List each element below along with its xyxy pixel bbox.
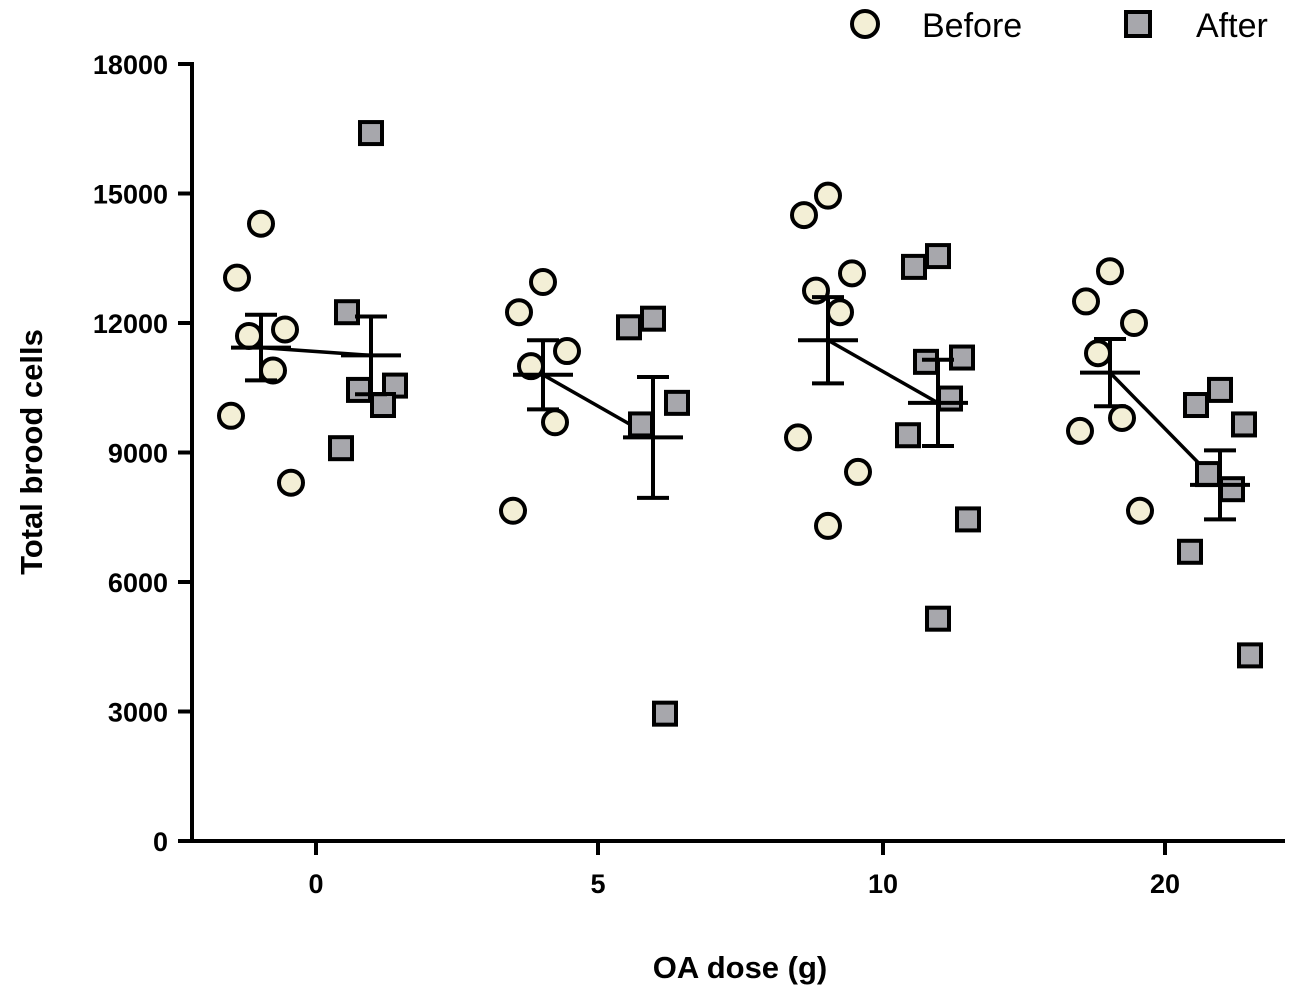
x-tick-label: 0: [308, 869, 323, 899]
legend-before-marker: [850, 9, 880, 39]
x-tick-label: 20: [1150, 869, 1180, 899]
after-data-point: [616, 314, 642, 341]
before-data-point: [529, 267, 557, 296]
after-data-point: [664, 389, 690, 416]
after-data-point: [1195, 461, 1221, 488]
before-data-point: [814, 511, 842, 540]
before-data-point: [553, 337, 581, 366]
before-data-point: [1120, 309, 1148, 337]
before-data-point: [505, 298, 533, 327]
after-data-point: [334, 299, 360, 326]
after-data-point: [955, 506, 981, 533]
before-data-point: [814, 181, 842, 210]
y-tick-label: 18000: [93, 50, 168, 80]
after-data-point: [346, 376, 372, 403]
after-data-point: [895, 422, 921, 449]
before-data-point: [499, 496, 527, 525]
x-tick-label: 10: [868, 869, 898, 899]
after-data-point: [628, 411, 654, 438]
after-data-point: [1207, 376, 1233, 403]
before-data-point: [1126, 496, 1154, 525]
after-data-point: [1183, 392, 1209, 419]
legend-after-marker: [1124, 10, 1152, 38]
before-data-point: [1096, 257, 1124, 286]
after-data-point: [925, 243, 951, 270]
legend-after-label: After: [1196, 7, 1268, 45]
legend: Before After: [850, 7, 1268, 45]
before-data-point: [235, 321, 263, 350]
before-data-point: [838, 259, 866, 288]
after-data-point: [937, 385, 963, 412]
before-data-point: [247, 209, 275, 238]
y-tick-label: 0: [153, 827, 168, 857]
before-data-point: [784, 423, 812, 452]
before-data-point: [1072, 287, 1100, 316]
mean-connector-line: [827, 338, 939, 405]
after-data-point: [1177, 538, 1203, 565]
after-data-point: [640, 305, 666, 332]
before-data-point: [277, 468, 305, 497]
after-data-point: [358, 120, 384, 147]
before-data-point: [541, 408, 569, 437]
data-marks: [217, 120, 1263, 727]
before-data-point: [217, 401, 245, 430]
before-data-point: [223, 263, 251, 292]
y-tick-label: 6000: [108, 568, 168, 598]
before-data-point: [790, 201, 818, 230]
legend-before-label: Before: [922, 7, 1022, 45]
after-data-point: [925, 605, 951, 632]
axes: 0 3000 6000 9000 12000 15000 18000 0 5 10 20: [93, 50, 1285, 899]
before-data-point: [271, 315, 299, 344]
after-data-point: [328, 435, 354, 462]
before-data-point: [1084, 339, 1112, 368]
after-data-point: [1231, 411, 1257, 438]
y-tick-label: 3000: [108, 698, 168, 728]
after-data-point: [1219, 476, 1245, 503]
after-data-point: [652, 700, 678, 727]
y-tick-label: 12000: [93, 309, 168, 339]
after-data-point: [370, 392, 396, 419]
after-data-point: [913, 348, 939, 375]
after-data-point: [1237, 642, 1263, 669]
y-tick-label: 9000: [108, 439, 168, 469]
y-axis-title: Total brood cells: [14, 329, 49, 575]
before-data-point: [1066, 416, 1094, 445]
before-data-point: [1108, 403, 1136, 432]
y-tick-label: 15000: [93, 180, 168, 210]
x-axis-title: OA dose (g): [653, 950, 828, 985]
x-tick-label: 5: [590, 869, 605, 899]
after-data-point: [901, 253, 927, 280]
after-data-point: [949, 344, 975, 371]
before-data-point: [826, 298, 854, 327]
before-data-point: [844, 457, 872, 486]
